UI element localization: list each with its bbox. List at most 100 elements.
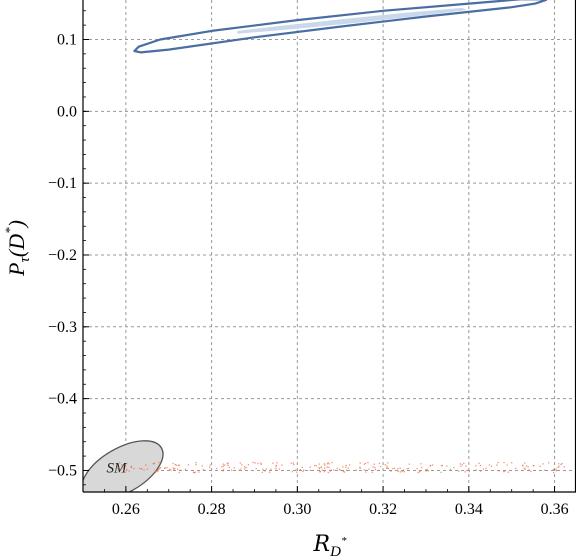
band-dot	[359, 462, 361, 464]
band-dot	[542, 463, 544, 465]
band-dot	[532, 464, 535, 467]
band-dot	[524, 462, 526, 464]
band-dot	[555, 469, 557, 472]
band-dot	[145, 464, 147, 466]
band-dot	[403, 471, 405, 473]
band-dot	[378, 469, 380, 472]
band-dot	[275, 467, 277, 469]
band-dot	[364, 462, 367, 465]
band-dot	[503, 461, 505, 464]
band-dot	[159, 466, 162, 469]
band-dot	[524, 468, 527, 470]
band-dot	[343, 471, 346, 473]
band-dot	[309, 469, 311, 471]
band-dot	[387, 462, 389, 464]
band-dot	[561, 462, 563, 465]
band-dot	[244, 466, 246, 468]
band-dot	[449, 468, 452, 470]
band-dot	[123, 471, 126, 473]
band-dot	[275, 464, 277, 467]
band-dot	[468, 471, 470, 473]
band-dot	[222, 468, 225, 471]
band-dot	[558, 463, 560, 465]
band-dot	[192, 471, 195, 474]
band-dot	[511, 462, 513, 464]
band-dot	[153, 462, 156, 464]
y-tick-label-3: −0.2	[48, 247, 77, 264]
band-dot	[264, 470, 266, 472]
band-dot	[326, 463, 328, 465]
y-axis-label-sup: *	[2, 227, 17, 234]
band-dot	[399, 467, 401, 469]
band-dot	[329, 470, 331, 472]
band-dot	[355, 469, 357, 471]
band-dot	[252, 461, 254, 464]
band-dot	[461, 464, 463, 466]
dotted-band	[117, 461, 565, 474]
band-dot	[233, 467, 235, 469]
band-dot	[262, 468, 264, 471]
band-dot	[429, 464, 432, 467]
band-dot	[172, 462, 174, 465]
band-dot	[488, 464, 491, 466]
band-dot	[367, 461, 369, 464]
band-dot	[419, 470, 421, 472]
band-dot	[426, 468, 428, 471]
band-dot	[309, 466, 311, 468]
band-dot	[156, 469, 159, 472]
band-dot	[184, 468, 187, 470]
x-tick-label-2: 0.30	[283, 501, 311, 518]
y-axis-label-main: P	[4, 262, 29, 276]
band-dot	[177, 464, 180, 467]
band-dot	[254, 462, 256, 464]
band-dot	[278, 468, 280, 470]
band-dot	[458, 470, 460, 472]
band-dot	[260, 462, 262, 464]
band-dot	[201, 465, 203, 467]
band-dot	[215, 467, 218, 470]
band-dot	[418, 471, 421, 473]
band-dot	[227, 462, 229, 464]
band-dot	[247, 464, 250, 466]
band-dot	[558, 465, 560, 468]
band-dot	[133, 467, 135, 470]
band-dot	[320, 466, 322, 468]
band-dot	[130, 466, 132, 469]
band-dot	[465, 465, 467, 467]
band-dot	[359, 467, 361, 469]
band-dot	[209, 464, 211, 466]
band-dot	[193, 471, 196, 474]
band-dot	[380, 465, 382, 468]
band-dot	[475, 464, 477, 467]
regions: SM	[83, 0, 565, 492]
band-dot	[497, 461, 499, 464]
band-dot	[552, 468, 555, 471]
y-tick-label-6: −0.5	[48, 462, 77, 479]
band-dot	[176, 468, 179, 470]
band-dot	[459, 463, 461, 465]
band-dot	[527, 466, 529, 468]
band-dot	[243, 468, 246, 470]
band-dot	[299, 469, 301, 471]
band-dot	[560, 463, 562, 466]
band-dot	[440, 471, 442, 474]
band-dot	[323, 463, 325, 465]
band-dot	[291, 470, 293, 473]
band-dot	[327, 471, 329, 474]
band-dot	[359, 466, 361, 468]
band-dot	[292, 462, 294, 464]
x-axis-label-sub: D	[329, 544, 341, 557]
band-dot	[406, 468, 408, 470]
band-dot	[446, 465, 448, 467]
band-dot	[226, 462, 229, 465]
y-ticks: 0.1 0.0 −0.1 −0.2 −0.3 −0.4 −0.5	[48, 10, 89, 486]
band-dot	[318, 466, 320, 469]
x-tick-label-5: 0.36	[541, 501, 569, 518]
y-axis-label-paren: (D	[4, 234, 29, 257]
band-dot	[417, 471, 419, 474]
band-dot	[260, 463, 262, 465]
y-tick-label-1: 0.0	[57, 103, 77, 120]
band-dot	[539, 465, 541, 467]
band-dot	[198, 471, 200, 473]
band-dot	[324, 464, 326, 466]
